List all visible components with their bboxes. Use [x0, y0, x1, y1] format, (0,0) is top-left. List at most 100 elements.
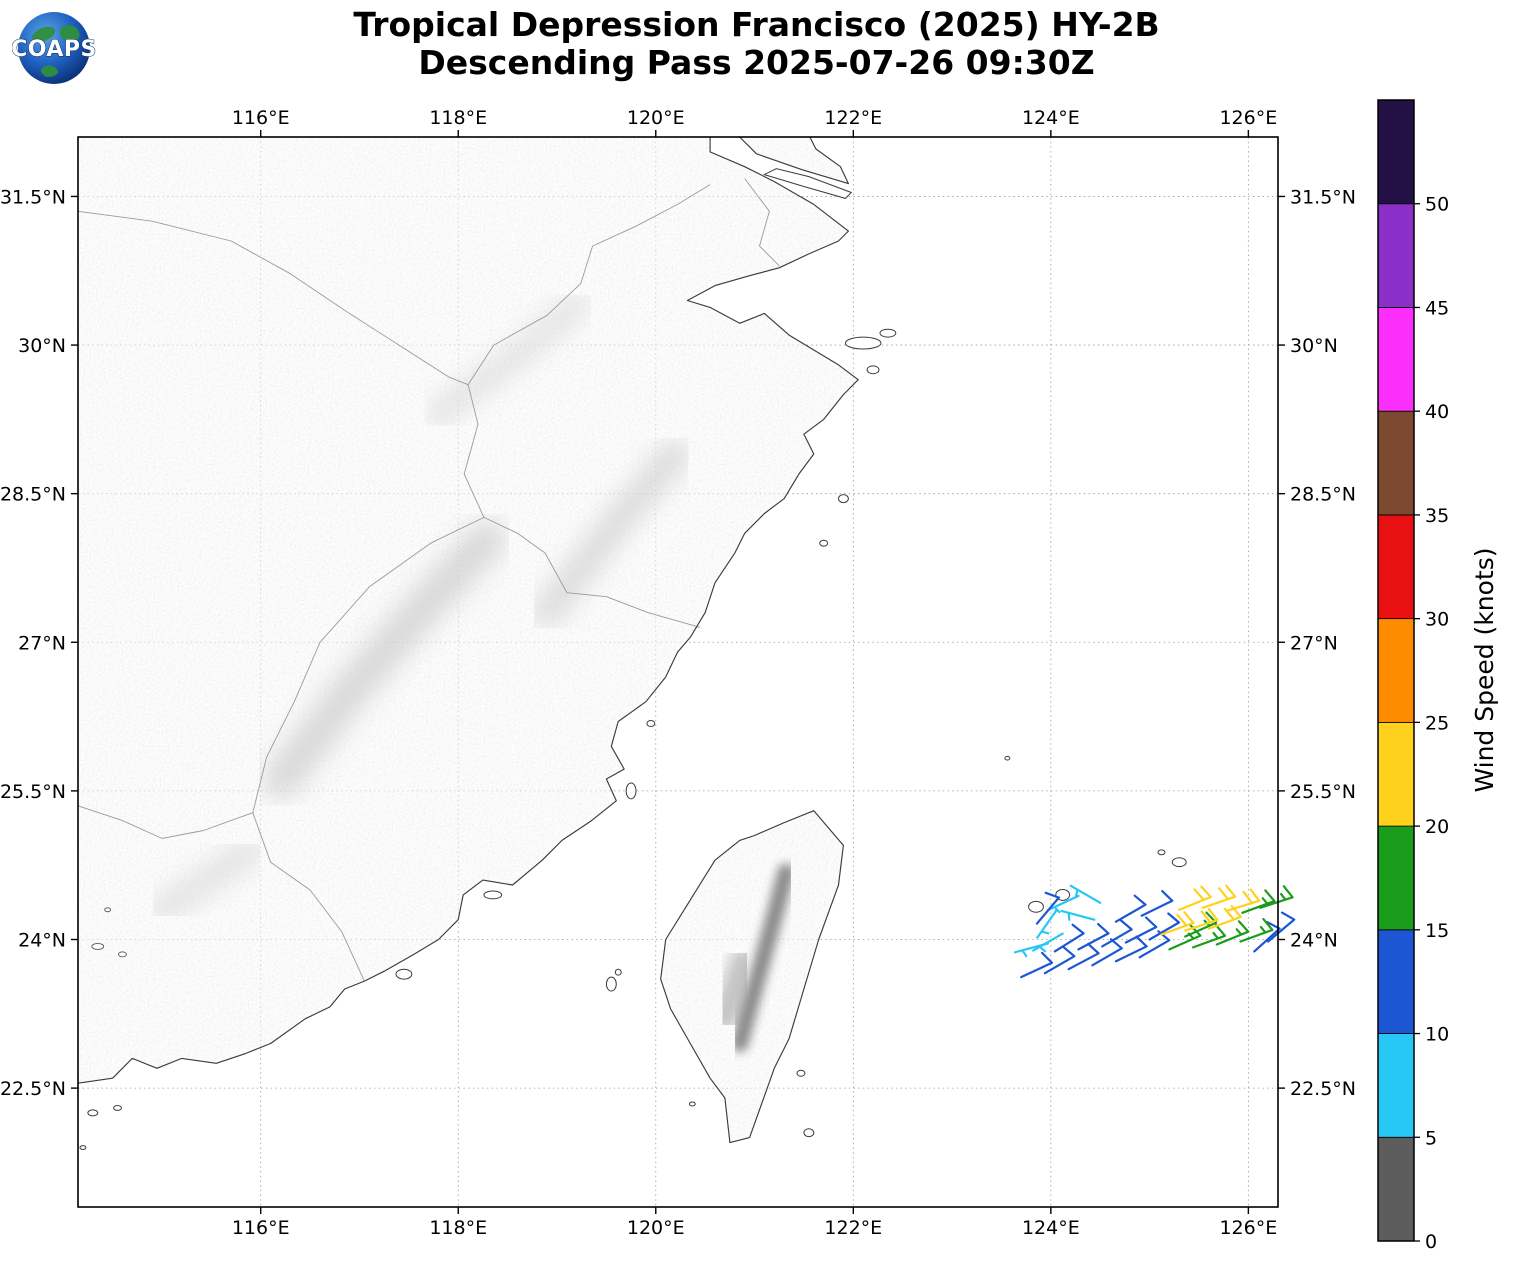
mountain-ridge [148, 836, 265, 924]
colorbar-tick-label: 20 [1425, 816, 1449, 838]
small-island [837, 494, 849, 504]
wind-barb [1201, 884, 1237, 909]
province-border [463, 184, 711, 518]
small-island [688, 1101, 696, 1107]
colorbar-segment [1377, 721, 1415, 827]
small-island [879, 328, 897, 338]
coaps-logo-text: COAPS [12, 37, 96, 62]
title-line-2: Descending Pass 2025-07-26 09:30Z [418, 43, 1095, 83]
globe-continent [59, 25, 80, 42]
taiwan-coastline [660, 810, 844, 1144]
lon-tick-label-bottom: 122°E [824, 1217, 882, 1239]
wind-barb [1241, 889, 1276, 914]
lon-tick-label-top: 120°E [627, 107, 685, 129]
wind-barb [1267, 911, 1296, 943]
small-island [113, 1104, 122, 1111]
mountain-ridge [731, 863, 795, 1052]
colorbar-segment [1377, 99, 1415, 205]
colorbar-tick-label: 35 [1425, 505, 1449, 527]
colorbar-tick-label: 15 [1425, 920, 1449, 942]
colorbar-segment [1377, 1136, 1415, 1242]
globe-continent [32, 26, 56, 42]
wind-barb [1013, 942, 1049, 958]
lon-tick-label-top: 118°E [429, 107, 487, 129]
lon-tick-label-bottom: 118°E [429, 1217, 487, 1239]
lat-tick-label-right: 30°N [1290, 335, 1338, 357]
lon-tick-label-top: 116°E [232, 107, 290, 129]
wind-barb [1225, 888, 1261, 912]
colorbar-segment [1377, 1033, 1415, 1138]
lat-tick-label-left: 25.5°N [0, 781, 66, 803]
colorbar: 0 5 10 15 20 25 30 35 40 45 50 [1377, 99, 1449, 1253]
lat-tick-label-left: 24°N [18, 930, 66, 952]
province-border [252, 516, 485, 982]
wind-barb [1253, 921, 1281, 953]
province-border [77, 210, 469, 386]
colorbar-segment [1377, 410, 1415, 516]
lat-tick-label-right: 22.5°N [1290, 1078, 1356, 1100]
lon-tick-label-top: 124°E [1022, 107, 1080, 129]
wind-barb [1124, 916, 1158, 944]
small-island [483, 890, 503, 900]
wind-barb [1114, 935, 1148, 963]
wind-barbs-layer [1013, 884, 1296, 979]
wind-barb [1069, 884, 1102, 904]
colorbar-tick-label: 5 [1425, 1127, 1437, 1149]
lat-tick-label-left: 27°N [18, 632, 66, 654]
small-island [803, 1128, 815, 1138]
lake [91, 943, 105, 950]
wind-barb [1036, 908, 1058, 939]
small-island [79, 1145, 87, 1151]
wind-barb [1184, 907, 1219, 932]
axis-ticks [71, 130, 1285, 1214]
province-borders [77, 178, 780, 982]
wind-barb [1114, 894, 1147, 923]
small-island [1157, 849, 1166, 856]
coastlines [77, 136, 1187, 1151]
lake [118, 951, 127, 958]
colorbar-segment [1377, 203, 1415, 308]
colorbar-tick-label: 45 [1425, 297, 1449, 319]
wind-barb [1035, 891, 1060, 925]
wind-barb [1207, 905, 1242, 930]
colorbar-segment [1377, 307, 1415, 412]
lat-tick-label-left: 28.5°N [0, 484, 66, 506]
yangtze-north-bank-coastline [739, 136, 849, 185]
wind-barb [1259, 885, 1294, 909]
colorbar-tick-label: 30 [1425, 609, 1449, 631]
colorbar-tick-label: 25 [1425, 712, 1449, 734]
province-border [483, 516, 701, 628]
small-island [605, 976, 617, 992]
lon-tick-label-bottom: 124°E [1022, 1217, 1080, 1239]
lat-tick-label-left: 30°N [18, 335, 66, 357]
province-border [77, 805, 253, 839]
wind-barb [1160, 911, 1195, 936]
wind-barb [1067, 942, 1100, 971]
wind-barb [1020, 951, 1054, 979]
mountain-ridge [711, 946, 758, 1032]
wind-barb [1043, 946, 1076, 975]
mountain-ridge [262, 520, 506, 799]
province-border [744, 178, 780, 267]
map-border [77, 136, 1279, 1208]
globe-continent [41, 65, 59, 77]
colorbar-tick-label: 10 [1425, 1024, 1449, 1046]
lat-tick-label-right: 28.5°N [1290, 484, 1356, 506]
mainland-coastline [77, 137, 859, 1084]
lat-tick-label-right: 25.5°N [1290, 781, 1356, 803]
terrain-noise [78, 137, 859, 1143]
wind-barb [1060, 909, 1096, 921]
wind-barb [1101, 919, 1133, 948]
colorbar-tick-label: 0 [1425, 1231, 1437, 1253]
figure-title: Tropical Depression Francisco (2025) HY-… [0, 5, 1513, 83]
small-island [1004, 755, 1011, 761]
small-island [796, 1069, 806, 1077]
small-island [866, 365, 880, 375]
wind-barb [1178, 885, 1212, 911]
axis-tick-labels: 116°E 116°E 118°E 118°E 120°E 120°E 122°E 122°E… [0, 107, 1356, 1239]
wind-barb [1148, 912, 1181, 941]
wind-barb [1239, 918, 1274, 943]
small-island [819, 539, 829, 547]
